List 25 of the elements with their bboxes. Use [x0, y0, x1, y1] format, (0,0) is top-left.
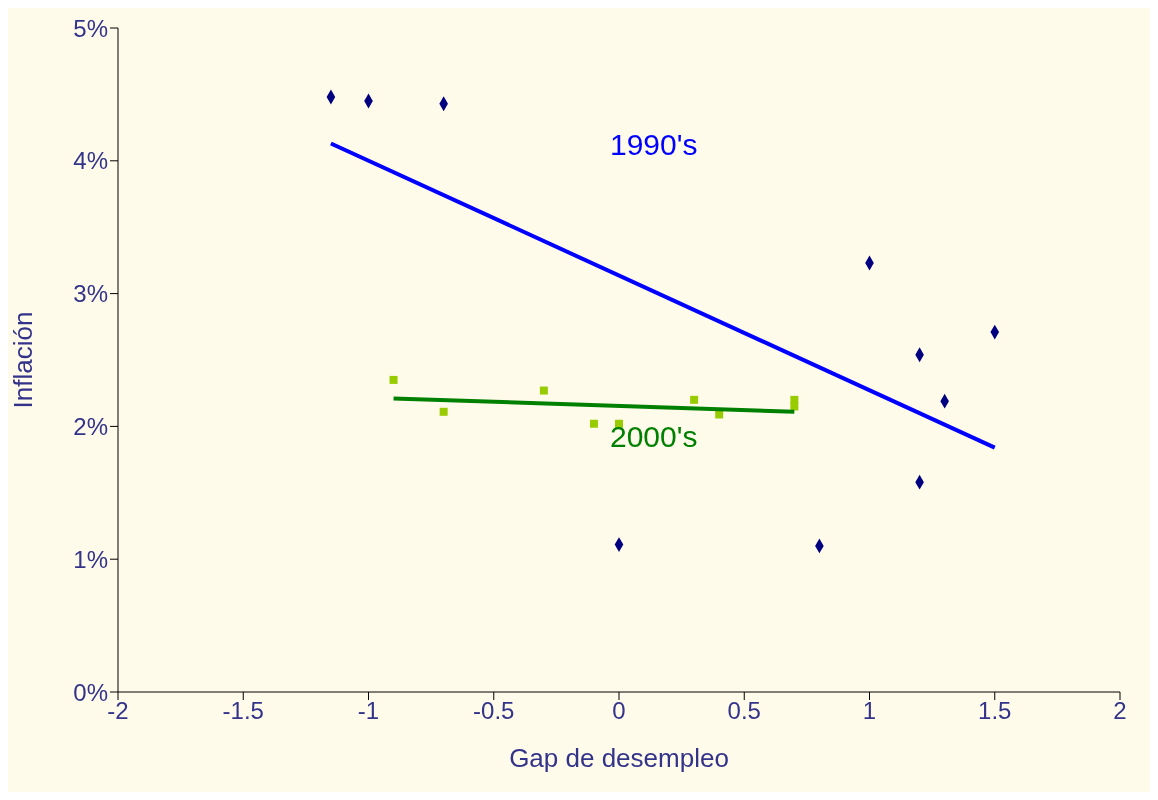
y-tick-label: 2%	[73, 412, 108, 440]
point	[589, 419, 598, 428]
annotation: 1990's	[610, 128, 698, 162]
annotation: 2000's	[610, 420, 698, 454]
y-tick-label: 3%	[73, 280, 108, 308]
point	[389, 375, 398, 384]
x-tick-label: -0.5	[473, 697, 515, 725]
x-tick-label: -1	[357, 697, 380, 725]
x-tick-label: 1.5	[978, 697, 1012, 725]
point	[539, 386, 548, 395]
x-tick-label: -1.5	[222, 697, 264, 725]
y-tick-label: 1%	[73, 545, 108, 573]
y-tick-label: 4%	[73, 147, 108, 175]
x-tick-label: 0.5	[727, 697, 761, 725]
y-tick-label: 0%	[73, 678, 108, 706]
x-axis-title: Gap de desempleo	[509, 743, 729, 773]
point	[790, 402, 799, 411]
point	[439, 407, 448, 416]
x-tick-label: 2	[1113, 697, 1127, 725]
x-tick-label: 0	[612, 697, 626, 725]
y-axis-title: Inflación	[8, 311, 39, 409]
y-tick-label: 5%	[73, 14, 108, 42]
x-tick-label: 1	[862, 697, 877, 725]
point	[690, 395, 699, 404]
x-tick-label: -2	[107, 697, 129, 725]
